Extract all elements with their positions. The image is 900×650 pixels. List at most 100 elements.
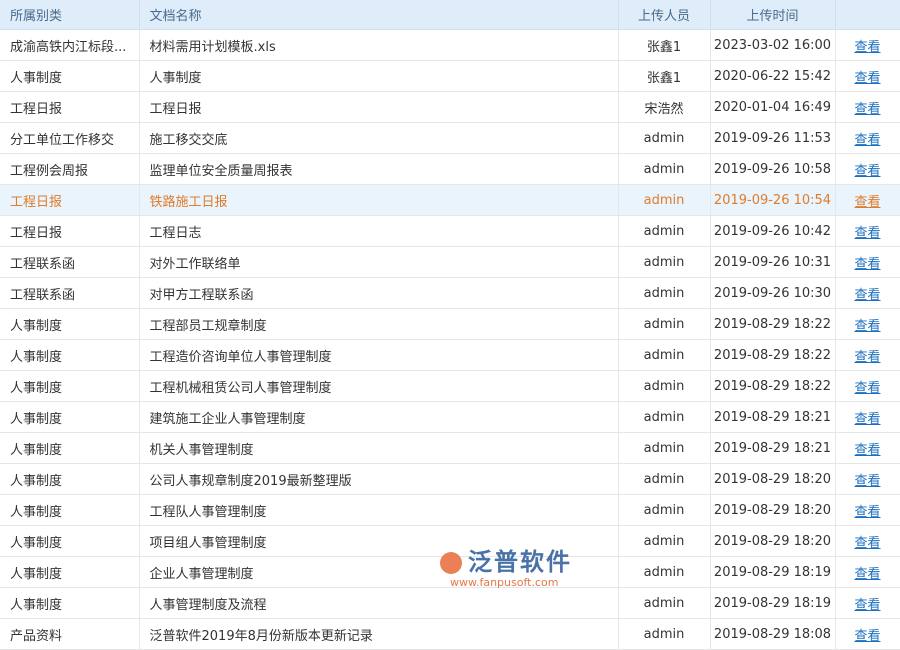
- cell-uploader: 张鑫1: [618, 60, 711, 92]
- cell-upload-time: 2023-03-02 16:00: [710, 29, 836, 61]
- cell-uploader: admin: [618, 463, 711, 495]
- cell-upload-time: 2020-01-04 16:49: [710, 91, 836, 123]
- table-row[interactable]: 人事制度 人事制度 张鑫1 2020-06-22 15:42 查看: [0, 60, 900, 92]
- cell-uploader: admin: [618, 215, 711, 247]
- table-row[interactable]: 工程联系函 对外工作联络单 admin 2019-09-26 10:31 查看: [0, 246, 900, 278]
- table-row[interactable]: 人事制度 项目组人事管理制度 admin 2019-08-29 18:20 查看: [0, 525, 900, 557]
- cell-upload-time: 2019-08-29 18:22: [710, 308, 836, 340]
- table-row[interactable]: 工程日报 铁路施工日报 admin 2019-09-26 10:54 查看: [0, 184, 900, 216]
- view-link[interactable]: 查看: [854, 256, 881, 272]
- view-link[interactable]: 查看: [854, 318, 881, 334]
- cell-upload-time: 2019-09-26 10:42: [710, 215, 836, 247]
- table-row[interactable]: 人事制度 工程造价咨询单位人事管理制度 admin 2019-08-29 18:22 查…: [0, 339, 900, 371]
- cell-doc-name: 监理单位安全质量周报表: [139, 153, 619, 185]
- cell-action: 查看: [835, 215, 900, 247]
- cell-doc-name: 材料需用计划模板.xls: [139, 29, 619, 61]
- cell-uploader: 宋浩然: [618, 91, 711, 123]
- view-link[interactable]: 查看: [854, 473, 881, 489]
- cell-uploader: admin: [618, 308, 711, 340]
- cell-doc-name: 人事管理制度及流程: [139, 587, 619, 619]
- cell-category: 人事制度: [0, 556, 140, 588]
- cell-uploader: admin: [618, 401, 711, 433]
- table-row[interactable]: 人事制度 工程部员工规章制度 admin 2019-08-29 18:22 查看: [0, 308, 900, 340]
- cell-category: 人事制度: [0, 370, 140, 402]
- cell-category: 工程联系函: [0, 277, 140, 309]
- cell-upload-time: 2019-08-29 18:21: [710, 432, 836, 464]
- cell-uploader: admin: [618, 432, 711, 464]
- cell-uploader: admin: [618, 122, 711, 154]
- view-link[interactable]: 查看: [854, 163, 881, 179]
- cell-doc-name: 工程日报: [139, 91, 619, 123]
- cell-category: 人事制度: [0, 432, 140, 464]
- cell-action: 查看: [835, 308, 900, 340]
- table-row[interactable]: 人事制度 公司人事规章制度2019最新整理版 admin 2019-08-29 18:…: [0, 463, 900, 495]
- table-row[interactable]: 人事制度 工程队人事管理制度 admin 2019-08-29 18:20 查看: [0, 494, 900, 526]
- table-row[interactable]: 工程日报 工程日志 admin 2019-09-26 10:42 查看: [0, 215, 900, 247]
- table-row[interactable]: 人事制度 建筑施工企业人事管理制度 admin 2019-08-29 18:21 查看: [0, 401, 900, 433]
- cell-upload-time: 2019-09-26 10:58: [710, 153, 836, 185]
- table-row[interactable]: 产品资料 泛普软件2019年8月份新版本更新记录 admin 2019-08-29 1…: [0, 618, 900, 650]
- table-row[interactable]: 成渝高铁内江标段... 材料需用计划模板.xls 张鑫1 2023-03-02 16:…: [0, 29, 900, 61]
- cell-uploader: admin: [618, 370, 711, 402]
- table-row[interactable]: 人事制度 工程机械租赁公司人事管理制度 admin 2019-08-29 18:22 查…: [0, 370, 900, 402]
- view-link[interactable]: 查看: [854, 132, 881, 148]
- table-row[interactable]: 人事制度 人事管理制度及流程 admin 2019-08-29 18:19 查看: [0, 587, 900, 619]
- col-upload-time[interactable]: 上传时间: [710, 0, 836, 30]
- view-link[interactable]: 查看: [854, 535, 881, 551]
- cell-uploader: admin: [618, 184, 711, 216]
- cell-doc-name: 泛普软件2019年8月份新版本更新记录: [139, 618, 619, 650]
- cell-doc-name: 项目组人事管理制度: [139, 525, 619, 557]
- cell-category: 人事制度: [0, 525, 140, 557]
- table-row[interactable]: 人事制度 企业人事管理制度 admin 2019-08-29 18:19 查看: [0, 556, 900, 588]
- cell-action: 查看: [835, 556, 900, 588]
- cell-upload-time: 2019-08-29 18:21: [710, 401, 836, 433]
- cell-upload-time: 2019-09-26 10:54: [710, 184, 836, 216]
- cell-upload-time: 2019-08-29 18:08: [710, 618, 836, 650]
- cell-doc-name: 对外工作联络单: [139, 246, 619, 278]
- view-link[interactable]: 查看: [854, 411, 881, 427]
- view-link[interactable]: 查看: [854, 504, 881, 520]
- cell-uploader: 张鑫1: [618, 29, 711, 61]
- cell-action: 查看: [835, 339, 900, 371]
- cell-uploader: admin: [618, 153, 711, 185]
- cell-doc-name: 公司人事规章制度2019最新整理版: [139, 463, 619, 495]
- cell-action: 查看: [835, 463, 900, 495]
- view-link[interactable]: 查看: [854, 349, 881, 365]
- cell-category: 产品资料: [0, 618, 140, 650]
- cell-action: 查看: [835, 370, 900, 402]
- cell-category: 人事制度: [0, 494, 140, 526]
- cell-upload-time: 2019-08-29 18:22: [710, 339, 836, 371]
- view-link[interactable]: 查看: [854, 101, 881, 117]
- cell-doc-name: 工程队人事管理制度: [139, 494, 619, 526]
- view-link[interactable]: 查看: [854, 225, 881, 241]
- view-link[interactable]: 查看: [854, 628, 881, 644]
- view-link[interactable]: 查看: [854, 70, 881, 86]
- view-link[interactable]: 查看: [854, 566, 881, 582]
- table-row[interactable]: 工程联系函 对甲方工程联系函 admin 2019-09-26 10:30 查看: [0, 277, 900, 309]
- col-category[interactable]: 所属别类: [0, 0, 140, 30]
- view-link[interactable]: 查看: [854, 287, 881, 303]
- table-row[interactable]: 工程例会周报 监理单位安全质量周报表 admin 2019-09-26 10:58 查看: [0, 153, 900, 185]
- cell-category: 工程日报: [0, 91, 140, 123]
- cell-doc-name: 工程机械租赁公司人事管理制度: [139, 370, 619, 402]
- view-link[interactable]: 查看: [854, 380, 881, 396]
- col-uploader[interactable]: 上传人员: [618, 0, 711, 30]
- view-link[interactable]: 查看: [854, 194, 881, 210]
- cell-uploader: admin: [618, 277, 711, 309]
- cell-action: 查看: [835, 277, 900, 309]
- table-row[interactable]: 人事制度 机关人事管理制度 admin 2019-08-29 18:21 查看: [0, 432, 900, 464]
- cell-doc-name: 机关人事管理制度: [139, 432, 619, 464]
- cell-category: 人事制度: [0, 401, 140, 433]
- view-link[interactable]: 查看: [854, 442, 881, 458]
- table-row[interactable]: 工程日报 工程日报 宋浩然 2020-01-04 16:49 查看: [0, 91, 900, 123]
- cell-action: 查看: [835, 246, 900, 278]
- view-link[interactable]: 查看: [854, 39, 881, 55]
- cell-uploader: admin: [618, 618, 711, 650]
- table-row[interactable]: 分工单位工作移交 施工移交交底 admin 2019-09-26 11:53 查看: [0, 122, 900, 154]
- cell-upload-time: 2019-09-26 10:30: [710, 277, 836, 309]
- cell-category: 人事制度: [0, 339, 140, 371]
- col-doc-name[interactable]: 文档名称: [139, 0, 619, 30]
- cell-upload-time: 2019-08-29 18:19: [710, 587, 836, 619]
- cell-doc-name: 工程部员工规章制度: [139, 308, 619, 340]
